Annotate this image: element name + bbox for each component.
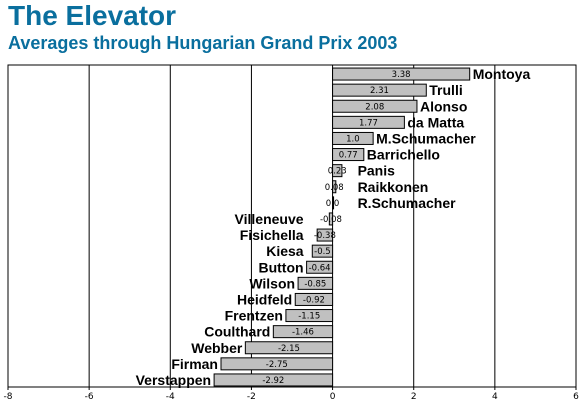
bar — [285, 309, 334, 323]
chart-title: The Elevator — [8, 0, 177, 31]
category-label: Frentzen — [225, 308, 283, 324]
bar-value-label: -0.85 — [304, 279, 326, 289]
bar — [332, 180, 337, 194]
x-tick-label: 6 — [573, 392, 579, 400]
bar-value-label: -2.92 — [262, 376, 284, 386]
category-label: Button — [258, 259, 303, 275]
bar-value-label: -1.46 — [292, 328, 314, 338]
category-label: da Matta — [407, 114, 464, 130]
bar-value-label: 0.77 — [339, 151, 358, 161]
bar-value-label: -0.5 — [314, 247, 331, 257]
category-label: Raikkonen — [358, 179, 429, 195]
bar — [332, 115, 405, 129]
bar — [332, 83, 427, 97]
x-tick-label: -4 — [166, 392, 175, 400]
bar — [272, 325, 334, 339]
category-label: Alonso — [420, 98, 467, 114]
bar-value-label: -1.15 — [298, 312, 320, 322]
x-tick-label: 2 — [411, 392, 417, 400]
x-tick-label: 0 — [330, 392, 336, 400]
bar — [213, 373, 334, 387]
bar — [316, 228, 334, 242]
chart-subtitle: Averages through Hungarian Grand Prix 20… — [8, 33, 398, 53]
category-label: Verstappen — [136, 372, 211, 388]
category-label: Panis — [358, 163, 396, 179]
bar-value-label: -0.08 — [320, 215, 342, 225]
x-tick-label: -6 — [85, 392, 94, 400]
bar — [332, 164, 343, 178]
category-label: Kiesa — [266, 243, 304, 259]
bar-value-label: 0.23 — [328, 167, 347, 177]
bar — [311, 244, 334, 258]
bar — [297, 276, 334, 290]
category-label: Barrichello — [367, 147, 440, 163]
bar-value-label: 3.38 — [392, 70, 411, 80]
x-tick-label: 4 — [492, 392, 498, 400]
bar-value-label: -0.38 — [314, 231, 336, 241]
category-label: Montoya — [473, 66, 531, 82]
bar — [332, 196, 335, 210]
bar-value-label: -2.15 — [278, 344, 300, 354]
bar — [220, 357, 334, 371]
bar-value-label: 2.08 — [365, 102, 384, 112]
bar — [244, 341, 334, 355]
bar — [328, 212, 334, 226]
category-label: Villeneuve — [235, 211, 304, 227]
category-label: Webber — [191, 340, 243, 356]
bar-value-label: -2.75 — [266, 360, 288, 370]
bar-value-label: 1.77 — [359, 118, 378, 128]
x-tick-label: -8 — [4, 392, 13, 400]
bar-value-label: 1.0 — [346, 134, 360, 144]
bar — [306, 260, 334, 274]
category-label: Coulthard — [204, 324, 270, 340]
category-label: R.Schumacher — [358, 195, 457, 211]
bar — [332, 131, 374, 145]
category-label: M.Schumacher — [376, 130, 476, 146]
category-label: Trulli — [429, 82, 462, 98]
bar-value-label: 2.31 — [370, 86, 389, 96]
bar-value-label: -0.64 — [309, 263, 331, 273]
bar-value-label: 0.0 — [326, 199, 340, 209]
category-label: Wilson — [249, 275, 295, 291]
category-label: Heidfeld — [237, 291, 292, 307]
bar — [332, 67, 471, 81]
bar — [332, 148, 365, 162]
category-label: Firman — [171, 356, 218, 372]
bar — [332, 99, 418, 113]
bar-value-label: 0.08 — [325, 183, 344, 193]
category-label: Fisichella — [240, 227, 304, 243]
bar-value-label: -0.92 — [303, 295, 325, 305]
bar — [294, 292, 334, 306]
x-tick-label: -2 — [247, 392, 256, 400]
